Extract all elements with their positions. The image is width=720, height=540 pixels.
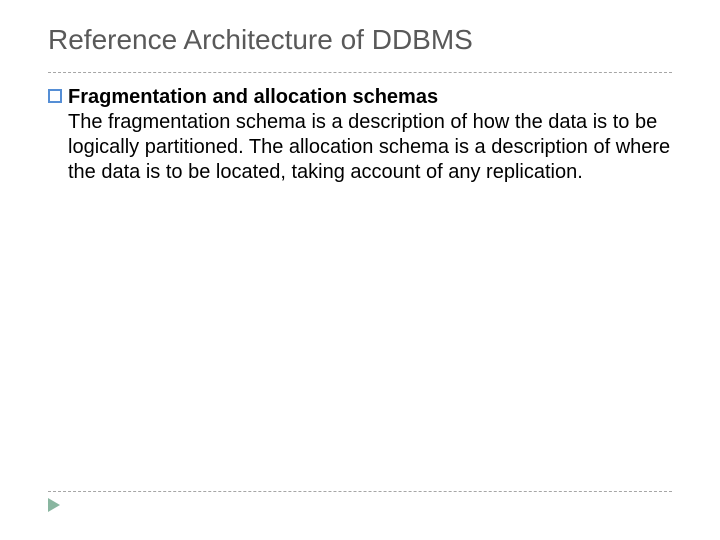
- slide: Reference Architecture of DDBMS Fragment…: [0, 0, 720, 540]
- content-heading: Fragmentation and allocation schemas: [68, 86, 438, 108]
- page-title: Reference Architecture of DDBMS: [48, 24, 672, 62]
- divider-bottom: [48, 491, 672, 492]
- play-icon: [48, 498, 62, 512]
- content-block: Fragmentation and allocation schemas The…: [48, 85, 672, 185]
- square-bullet-icon: [48, 89, 62, 103]
- content-text: Fragmentation and allocation schemas The…: [68, 85, 672, 185]
- divider-top: [48, 72, 672, 73]
- content-body: The fragmentation schema is a descriptio…: [68, 111, 670, 183]
